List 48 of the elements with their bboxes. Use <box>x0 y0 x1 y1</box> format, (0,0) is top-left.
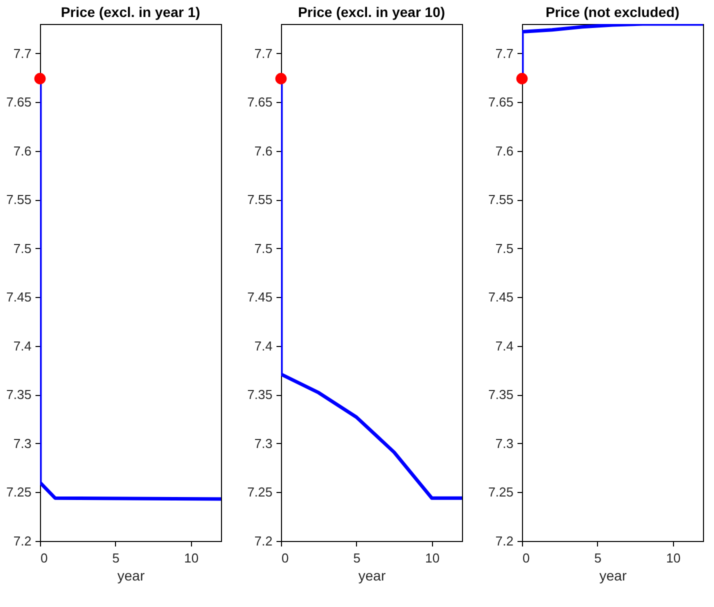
y-tick-label: 7.55 <box>6 192 32 208</box>
y-tick-label: 7.6 <box>13 143 32 158</box>
y-tick-label: 7.4 <box>13 338 32 354</box>
y-tick-label: 7.25 <box>6 484 32 500</box>
y-tick-label: 7.7 <box>13 46 32 61</box>
x-tick-label: 5 <box>353 550 361 566</box>
y-tick-label: 7.2 <box>254 534 272 548</box>
y-tick-label: 7.2 <box>495 534 514 548</box>
y-tick-label: 7.7 <box>254 46 272 61</box>
y-tick-label: 7.25 <box>488 484 514 500</box>
y-tick-label: 7.6 <box>495 143 514 158</box>
y-tick-label: 7.65 <box>6 94 32 110</box>
y-tick-label: 7.55 <box>247 192 272 208</box>
chart-title: Price (excl. in year 10) <box>298 4 446 20</box>
x-tick-label: 5 <box>594 550 602 566</box>
y-tick-label: 7.3 <box>254 436 272 451</box>
x-tick-label: 10 <box>425 550 440 566</box>
y-tick-label: 7.45 <box>6 290 32 305</box>
y-tick-label: 7.5 <box>254 240 272 256</box>
x-tick-label: 10 <box>184 550 199 566</box>
y-tick-label: 7.5 <box>495 240 514 256</box>
y-tick-label: 7.65 <box>247 94 272 110</box>
y-tick-label: 7.4 <box>495 338 514 354</box>
y-tick-label: 7.35 <box>488 387 514 402</box>
chart-title: Price (not excluded) <box>546 4 680 20</box>
y-tick-label: 7.3 <box>13 436 32 451</box>
y-tick-label: 7.45 <box>247 290 272 305</box>
x-tick-label: 0 <box>282 550 289 566</box>
y-tick-label: 7.2 <box>13 534 32 548</box>
y-tick-label: 7.65 <box>488 94 514 110</box>
x-axis-title: year <box>358 568 386 584</box>
x-tick-label: 0 <box>40 550 48 566</box>
y-tick-label: 7.55 <box>488 192 514 208</box>
x-tick-label: 5 <box>112 550 120 566</box>
x-tick-label: 10 <box>666 550 681 566</box>
y-tick-label: 7.4 <box>254 338 272 354</box>
y-tick-label: 7.7 <box>495 46 514 61</box>
y-tick-label: 7.35 <box>6 387 32 402</box>
chart-title: Price (excl. in year 1) <box>60 4 200 20</box>
y-tick-label: 7.3 <box>495 436 514 451</box>
x-axis-title: year <box>599 568 627 584</box>
y-tick-label: 7.5 <box>13 240 32 256</box>
x-axis-title: year <box>117 568 145 584</box>
y-tick-label: 7.45 <box>488 290 514 305</box>
y-tick-label: 7.6 <box>254 143 272 158</box>
y-tick-label: 7.25 <box>247 484 272 500</box>
y-tick-label: 7.35 <box>247 387 272 402</box>
x-tick-label: 0 <box>522 550 530 566</box>
